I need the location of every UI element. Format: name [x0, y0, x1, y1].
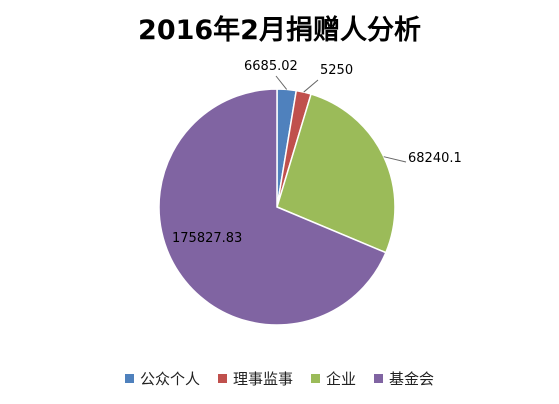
leader-line-1: [303, 79, 319, 93]
legend-item-1: 理事监事: [217, 368, 293, 389]
legend-item-2: 企业: [311, 368, 356, 389]
leader-line-0: [275, 75, 288, 90]
legend: 公众个人 理事监事 企业 基金会: [0, 368, 559, 389]
legend-swatch-3: [374, 374, 384, 383]
leader-line-2: [383, 156, 407, 163]
pie-slice-2: [276, 93, 396, 254]
legend-swatch-0: [124, 374, 134, 383]
legend-label-0: 公众个人: [139, 370, 200, 388]
chart-title: 2016年2月捐赠人分析: [138, 15, 421, 46]
data-label-2: 68240.1: [408, 151, 462, 166]
legend-label-1: 理事监事: [232, 370, 293, 388]
legend-item-3: 基金会: [374, 368, 434, 389]
legend-label-2: 企业: [326, 370, 357, 388]
data-label-3: 175827.83: [172, 231, 242, 246]
legend-swatch-1: [217, 374, 227, 383]
pie-slice-3: [158, 88, 387, 326]
legend-swatch-2: [311, 374, 320, 383]
data-label-0: 6685.02: [244, 59, 298, 74]
legend-item-0: 公众个人: [124, 368, 200, 389]
legend-label-3: 基金会: [389, 370, 435, 388]
data-label-1: 5250: [320, 63, 353, 78]
